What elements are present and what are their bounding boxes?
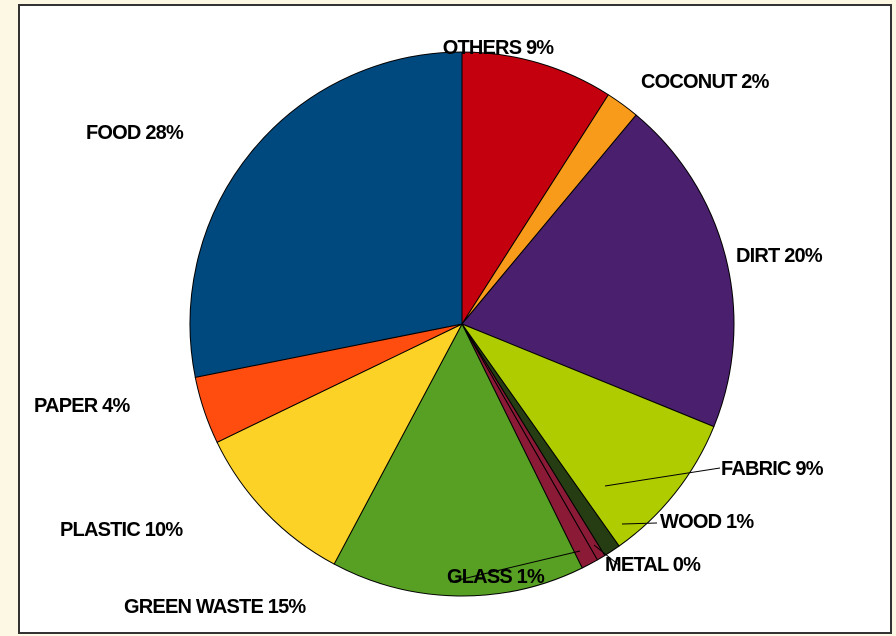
slice-label-coconut: COCONUT 2% — [641, 71, 770, 93]
leader-line-metal — [593, 544, 621, 567]
pie-slice-food — [189, 51, 463, 378]
leader-line-fabric — [604, 467, 721, 487]
slice-label-fabric: FABRIC 9% — [721, 458, 824, 480]
slice-label-metal: METAL 0% — [605, 554, 701, 576]
pie-slice-green-waste — [333, 322, 583, 597]
slice-label-dirt: DIRT 20% — [736, 245, 823, 267]
pie-slice-others — [461, 51, 610, 326]
slice-label-wood: WOOD 1% — [660, 511, 754, 533]
pie-chart: OTHERS 9% COCONUT 2% DIRT 20% FABRIC 9% WOOD… — [34, 37, 825, 618]
pie-slice-fabric — [460, 322, 715, 547]
leader-line-wood — [621, 522, 658, 525]
slice-label-paper: PAPER 4% — [34, 395, 131, 417]
slice-label-food: FOOD 28% — [86, 122, 184, 144]
slice-label-green-waste: GREEN WASTE 15% — [124, 596, 306, 618]
slice-label-plastic: PLASTIC 10% — [60, 519, 183, 541]
pie-slice-dirt — [461, 114, 735, 428]
slice-label-others: OTHERS 9% — [443, 37, 555, 59]
chart-frame: OTHERS 9% COCONUT 2% DIRT 20% FABRIC 9% WOOD… — [18, 4, 892, 634]
pie-slice-plastic — [216, 322, 464, 565]
slice-label-glass: GLASS 1% — [447, 566, 545, 588]
leader-line-glass — [449, 550, 581, 583]
